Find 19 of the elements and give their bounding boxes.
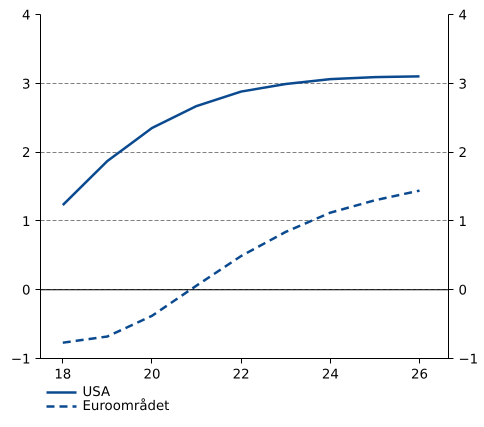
x-tick-label: 24 — [322, 368, 339, 382]
y2-tick-label: 3 — [458, 77, 467, 92]
x-tick-label: 26 — [411, 368, 428, 382]
legend-label: Euroområdet — [82, 398, 170, 414]
x-tick-label: 18 — [54, 368, 72, 382]
y2-tick-label: 1 — [458, 214, 467, 230]
legend-label: USA — [82, 385, 110, 400]
y-tick-label: 0 — [22, 284, 31, 299]
y2-tick-label: 4 — [458, 8, 467, 24]
y2-tick-label: −1 — [458, 352, 478, 368]
y2-tick-label: 0 — [458, 284, 467, 299]
y-tick-label: −1 — [10, 352, 31, 368]
y-tick-label: 2 — [22, 146, 31, 162]
y-tick-label: 3 — [22, 77, 31, 92]
y-tick-label: 4 — [22, 8, 31, 24]
y-tick-label: 1 — [22, 214, 31, 230]
x-tick-label: 20 — [143, 368, 160, 382]
y2-tick-label: 2 — [458, 146, 467, 162]
x-tick-label: 22 — [232, 368, 250, 382]
